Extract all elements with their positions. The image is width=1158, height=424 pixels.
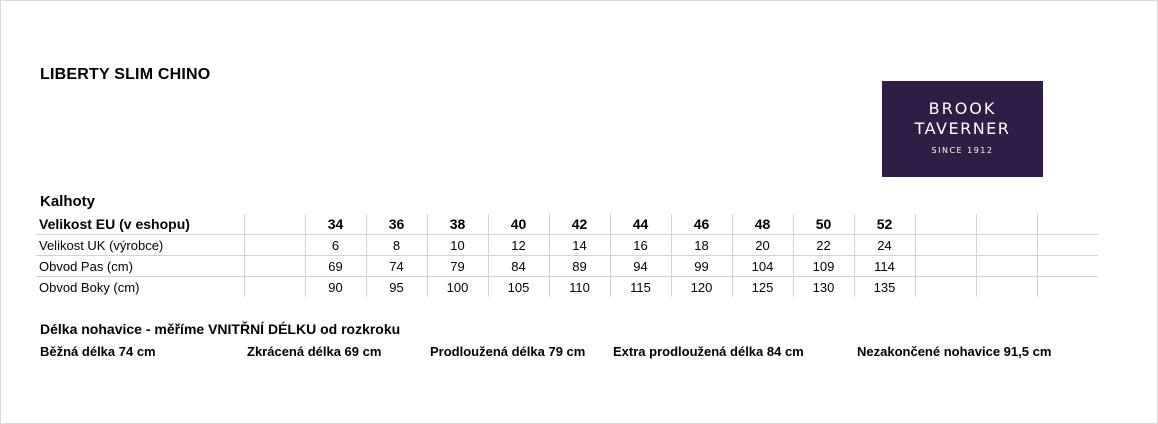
document-title: LIBERTY SLIM CHINO: [40, 66, 211, 83]
table-cell: 20: [732, 234, 794, 256]
row-label: Obvod Boky (cm): [39, 279, 140, 295]
table-cell: 6: [305, 234, 367, 256]
table-cell: 99: [671, 255, 733, 277]
row-label: Velikost UK (výrobce): [36, 234, 244, 256]
table-cell: 50: [793, 214, 855, 235]
empty-cell: [915, 255, 977, 277]
table-cell: 46: [671, 214, 733, 235]
table-cell: 18: [671, 234, 733, 256]
empty-cell: [915, 214, 977, 235]
empty-cell: [976, 234, 1038, 256]
logo-tagline: SINCE 1912: [931, 146, 994, 155]
empty-cell: [243, 214, 306, 235]
empty-cell: [243, 234, 306, 256]
table-cell: 94: [610, 255, 672, 277]
table-cell: 95: [366, 276, 428, 297]
table-cell: 89: [549, 255, 611, 277]
logo-line-2: TAVERNER: [914, 119, 1011, 138]
table-cell: 16: [610, 234, 672, 256]
table-cell: 10: [427, 234, 489, 256]
row-label: Velikost EU (v eshopu): [36, 214, 244, 235]
empty-cell: [1037, 234, 1098, 256]
table-cell: 115: [610, 276, 672, 297]
leg-length-title: Délka nohavice - měříme VNITŘNÍ DÉLKU od…: [40, 321, 401, 337]
table-cell: 105: [488, 276, 550, 297]
table-header-row: Velikost EU (v eshopu) 34 36 38 40 42 44…: [36, 214, 1098, 235]
table-cell: 114: [854, 255, 916, 277]
table-cell: 135: [854, 276, 916, 297]
table-cell: 36: [366, 214, 428, 235]
table-row: Obvod Pas (cm) 69 74 79 84 89 94 99 104 …: [36, 255, 1098, 277]
table-cell: 110: [549, 276, 611, 297]
empty-cell: [1037, 255, 1098, 277]
table-cell: 38: [427, 214, 489, 235]
table-cell: 42: [549, 214, 611, 235]
table-row: Velikost UK (výrobce) 6 8 10 12 14 16 18…: [36, 234, 1098, 256]
table-cell: 130: [793, 276, 855, 297]
table-cell: 109: [793, 255, 855, 277]
leg-length-item: Zkrácená délka 69 cm: [247, 344, 382, 359]
table-cell: 79: [427, 255, 489, 277]
table-cell: 44: [610, 214, 672, 235]
leg-length-item: Extra prodloužená délka 84 cm: [613, 344, 804, 359]
empty-cell: [1037, 277, 1098, 298]
table-cell: 48: [732, 214, 794, 235]
table-cell: 12: [488, 234, 550, 256]
table-cell: 74: [366, 255, 428, 277]
row-label: Obvod Pas (cm): [36, 255, 244, 277]
empty-cell: [915, 276, 977, 297]
table-cell: 84: [488, 255, 550, 277]
brand-logo: BROOK TAVERNER SINCE 1912: [882, 81, 1043, 177]
empty-cell: [976, 255, 1038, 277]
table-row: Obvod Boky (cm) 90 95 100 105 110 115 12…: [36, 276, 1098, 298]
table-cell: 40: [488, 214, 550, 235]
table-cell: 100: [427, 276, 489, 297]
empty-cell: [976, 276, 1038, 297]
table-cell: 8: [366, 234, 428, 256]
leg-length-item: Prodloužená délka 79 cm: [430, 344, 586, 359]
table-cell: 125: [732, 276, 794, 297]
empty-cell: [243, 276, 306, 297]
size-table: Velikost EU (v eshopu) 34 36 38 40 42 44…: [36, 214, 1098, 297]
empty-cell: [915, 234, 977, 256]
empty-cell: [1037, 214, 1098, 235]
leg-length-item: Nezakončené nohavice 91,5 cm: [857, 344, 1052, 359]
table-cell: 24: [854, 234, 916, 256]
table-cell: 90: [305, 276, 367, 297]
table-cell: 69: [305, 255, 367, 277]
table-cell: 52: [854, 214, 916, 235]
logo-line-1: BROOK: [928, 99, 997, 118]
table-cell: 34: [305, 214, 367, 235]
table-cell: 104: [732, 255, 794, 277]
leg-length-item: Běžná délka 74 cm: [40, 344, 156, 359]
section-title: Kalhoty: [40, 193, 96, 210]
empty-cell: [243, 255, 306, 277]
empty-cell: [976, 214, 1038, 235]
table-cell: 22: [793, 234, 855, 256]
table-cell: 14: [549, 234, 611, 256]
table-cell: 120: [671, 276, 733, 297]
